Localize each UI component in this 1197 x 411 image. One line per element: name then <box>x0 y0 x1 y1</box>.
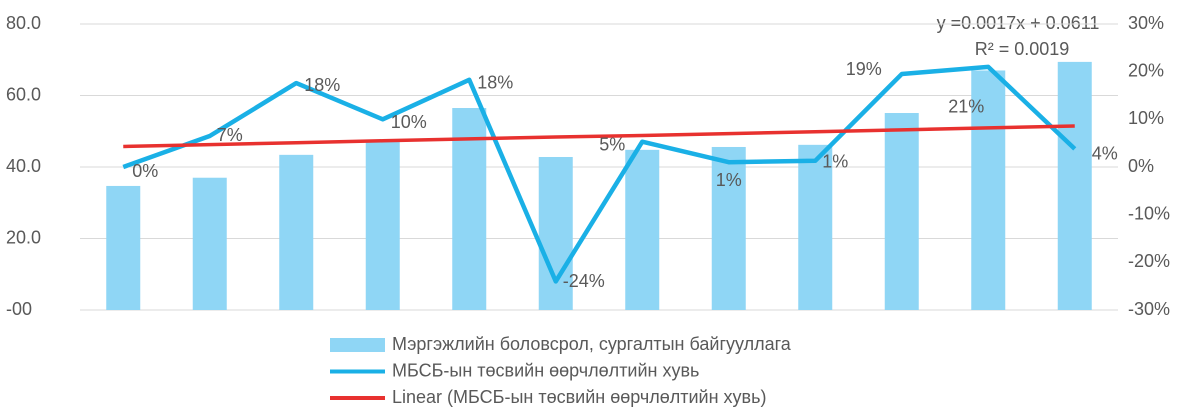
y-tick-label: 80.0 <box>6 13 41 33</box>
data-label: 10% <box>391 112 427 132</box>
data-label: 1% <box>822 152 848 172</box>
line <box>123 124 1075 149</box>
data-label: 4% <box>1092 144 1118 164</box>
y-tick-label: 40.0 <box>6 156 41 176</box>
y-tick-label: -00 <box>6 299 32 319</box>
y-tick-label: 60.0 <box>6 84 41 104</box>
y-tick-label: 20.0 <box>6 227 41 247</box>
y2-tick-label: -20% <box>1128 251 1170 271</box>
bars <box>106 61 1092 310</box>
data-label: -24% <box>563 271 605 291</box>
bar <box>192 177 227 310</box>
data-label: 1% <box>716 170 742 190</box>
legend-label: Linear (МБСБ-ын төсвийн өөрчлөлтийн хувь… <box>392 387 766 407</box>
y2-tick-label: 10% <box>1128 108 1164 128</box>
bar <box>538 156 573 310</box>
data-label: 7% <box>217 125 243 145</box>
legend-label: Мэргэжлийн боловсрол, сургалтын байгуулл… <box>392 334 792 354</box>
line <box>122 64 1077 284</box>
bar <box>106 185 141 310</box>
data-label: 19% <box>846 59 882 79</box>
bar <box>365 140 400 310</box>
y2-tick-label: 30% <box>1128 13 1164 33</box>
labels: -00 20.0 40.0 60.0 80.0 -30% -20% -10% 0% 10% 20% 3… <box>6 13 1170 407</box>
bar <box>1057 61 1092 310</box>
bar <box>798 144 833 310</box>
legend-swatch <box>330 338 385 352</box>
y2-tick-label: 0% <box>1128 156 1154 176</box>
trend-equation: y =0.0017x + 0.0611 <box>937 13 1100 33</box>
bar <box>711 146 746 310</box>
bar <box>884 113 919 310</box>
y2-tick-label: -10% <box>1128 203 1170 223</box>
grid <box>80 23 1118 311</box>
bar <box>625 149 660 310</box>
legend-label: МБСБ-ын төсвийн өөрчлөлтийн хувь <box>392 360 699 380</box>
data-label: 21% <box>948 97 984 117</box>
y2-tick-label: 20% <box>1128 60 1164 80</box>
bar <box>971 70 1006 310</box>
data-label: 5% <box>599 134 625 154</box>
bar <box>279 154 314 310</box>
data-label: 18% <box>477 73 513 93</box>
data-label: 18% <box>304 75 340 95</box>
lines <box>122 64 1077 284</box>
bar <box>452 108 487 310</box>
trend-r-squared: R² = 0.0019 <box>975 39 1070 59</box>
data-label: 0% <box>132 161 158 181</box>
y2-tick-label: -30% <box>1128 299 1170 319</box>
